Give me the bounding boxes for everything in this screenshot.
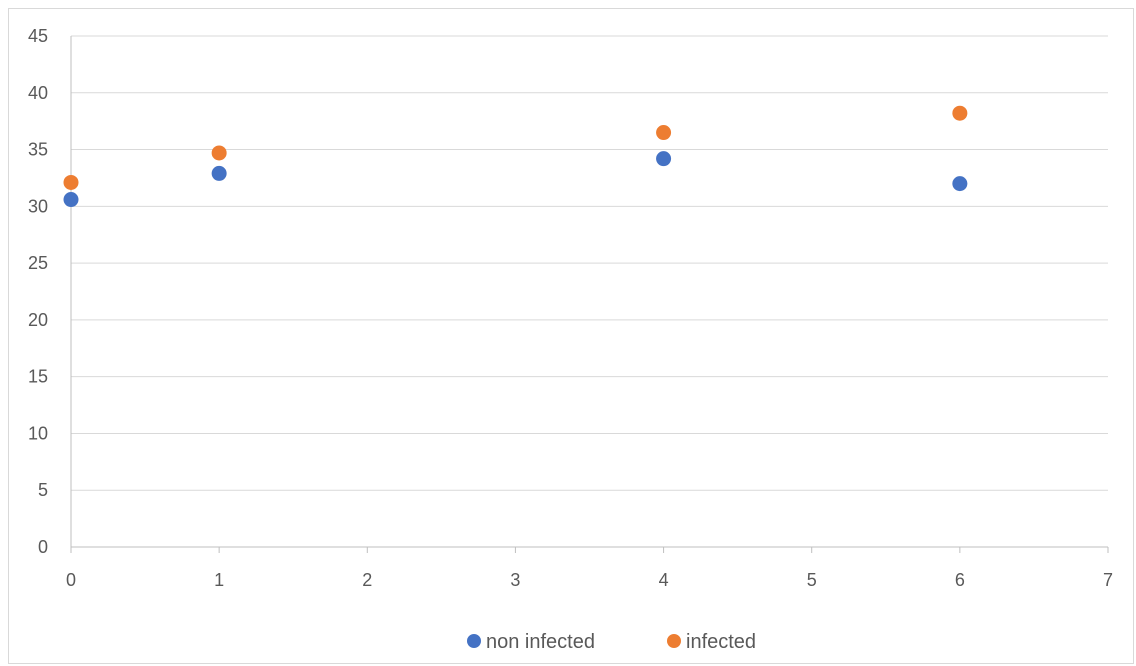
data-point-non-infected (63, 192, 79, 208)
data-point-infected (63, 174, 79, 190)
y-tick-label: 10 (28, 423, 48, 443)
legend-item: non infected (467, 631, 595, 653)
y-tick-label: 5 (38, 480, 48, 500)
y-tick-label: 40 (28, 83, 48, 103)
legend-marker (467, 634, 481, 648)
gridlines (71, 35, 1108, 491)
chart-frame (8, 8, 1134, 664)
x-tick-label: 6 (955, 570, 965, 590)
x-tick-label: 4 (659, 570, 669, 590)
x-tick-label: 5 (807, 570, 817, 590)
x-tick-label: 7 (1103, 570, 1113, 590)
y-tick-label: 25 (28, 253, 48, 273)
data-point-infected (656, 125, 672, 141)
y-tick-label: 35 (28, 140, 48, 160)
x-tick-label: 3 (510, 570, 520, 590)
x-tick-label: 2 (362, 570, 372, 590)
x-tick-label: 0 (66, 570, 76, 590)
y-tick-label: 30 (28, 196, 48, 216)
data-point-non-infected (952, 176, 968, 192)
data-point-non-infected (656, 151, 672, 167)
y-tick-label: 45 (28, 26, 48, 46)
legend-marker (667, 634, 681, 648)
y-tick-label: 15 (28, 367, 48, 387)
data-point-infected (952, 105, 968, 121)
legend-label: non infected (486, 631, 595, 653)
legend: non infected infected (467, 631, 756, 653)
y-tick-label: 20 (28, 310, 48, 330)
legend-label: infected (686, 631, 756, 653)
data-point-infected (211, 145, 227, 161)
x-tick-label: 1 (214, 570, 224, 590)
data-points (63, 105, 968, 208)
y-tick-label: 0 (38, 537, 48, 557)
data-point-non-infected (211, 165, 227, 181)
legend-item: infected (667, 631, 756, 653)
